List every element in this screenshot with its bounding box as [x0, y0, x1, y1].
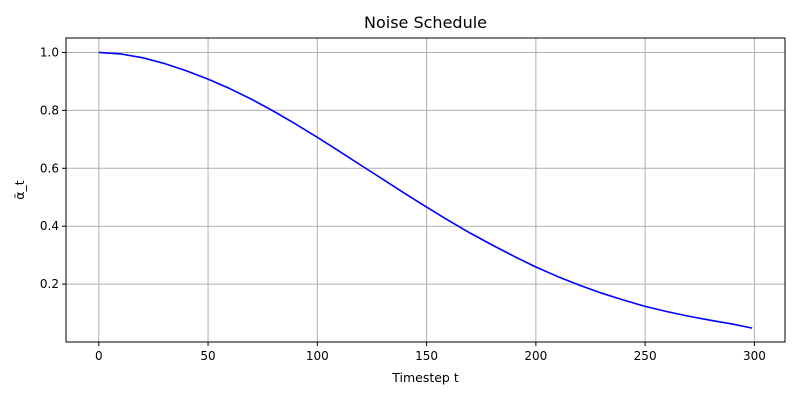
x-tick-label: 150 [415, 349, 438, 363]
x-tick-label: 100 [306, 349, 329, 363]
y-axis-label: ᾱ_t [12, 180, 27, 199]
x-tick-label: 300 [743, 349, 766, 363]
series-line [98, 51, 753, 329]
x-tick-label: 250 [634, 349, 657, 363]
plot-frame [65, 37, 786, 343]
x-tick-label: 200 [524, 349, 547, 363]
y-tick-label: 1.0 [40, 45, 59, 59]
y-tick-label: 0.6 [40, 161, 59, 175]
tick-layer: 0 50 100 150 200 250 300 0.2 0.4 0.6 0.8 1.0 [40, 45, 766, 363]
x-tick-label: 0 [95, 349, 103, 363]
x-tick-label: 50 [200, 349, 215, 363]
y-tick-label: 0.8 [40, 103, 59, 117]
chart-title: Noise Schedule [364, 13, 487, 32]
x-axis-label: Timestep t [391, 370, 459, 385]
grid-layer [66, 38, 785, 342]
series-layer [98, 51, 753, 329]
y-tick-label: 0.2 [40, 277, 59, 291]
y-tick-label: 0.4 [40, 219, 59, 233]
